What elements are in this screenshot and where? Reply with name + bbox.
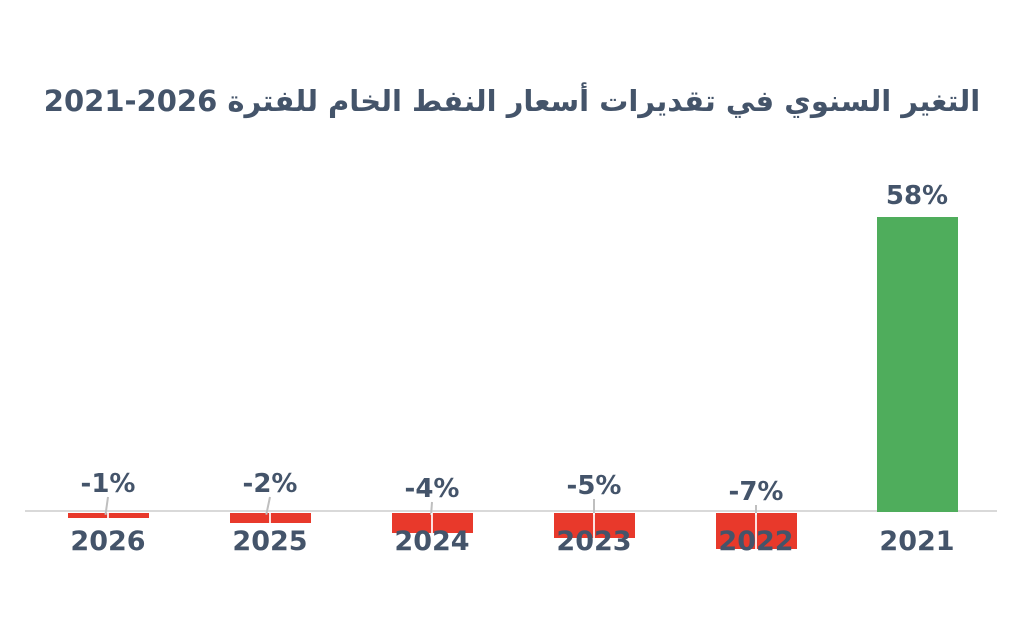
value-label-2023: -5% <box>566 471 622 501</box>
category-label-2026: 2026 <box>70 526 146 557</box>
value-label-2024: -4% <box>404 474 460 504</box>
bar-2021 <box>876 217 958 512</box>
chart-title: التغير السنوي في تقديرات أسعار النفط الخ… <box>43 84 981 118</box>
category-label-2021: 2021 <box>879 526 955 557</box>
value-label-2021: 58% <box>885 181 949 211</box>
value-label-2026: -1% <box>80 469 136 499</box>
leader-line-2022-inner <box>755 513 757 549</box>
category-label-2025: 2025 <box>232 526 308 557</box>
leader-line-2025-inner <box>269 513 271 523</box>
category-label-2023: 2023 <box>556 526 632 557</box>
value-label-2025: -2% <box>242 469 298 499</box>
x-axis-zero-line <box>25 510 997 512</box>
leader-line-2024-inner <box>431 513 433 533</box>
category-label-2024: 2024 <box>394 526 470 557</box>
leader-line-2023-inner <box>593 513 595 538</box>
leader-line-2026-inner <box>107 513 109 518</box>
category-label-2022: 2022 <box>718 526 794 557</box>
leader-line-2023 <box>593 499 595 515</box>
leader-line-2022 <box>755 505 757 515</box>
value-label-2022: -7% <box>728 477 784 507</box>
